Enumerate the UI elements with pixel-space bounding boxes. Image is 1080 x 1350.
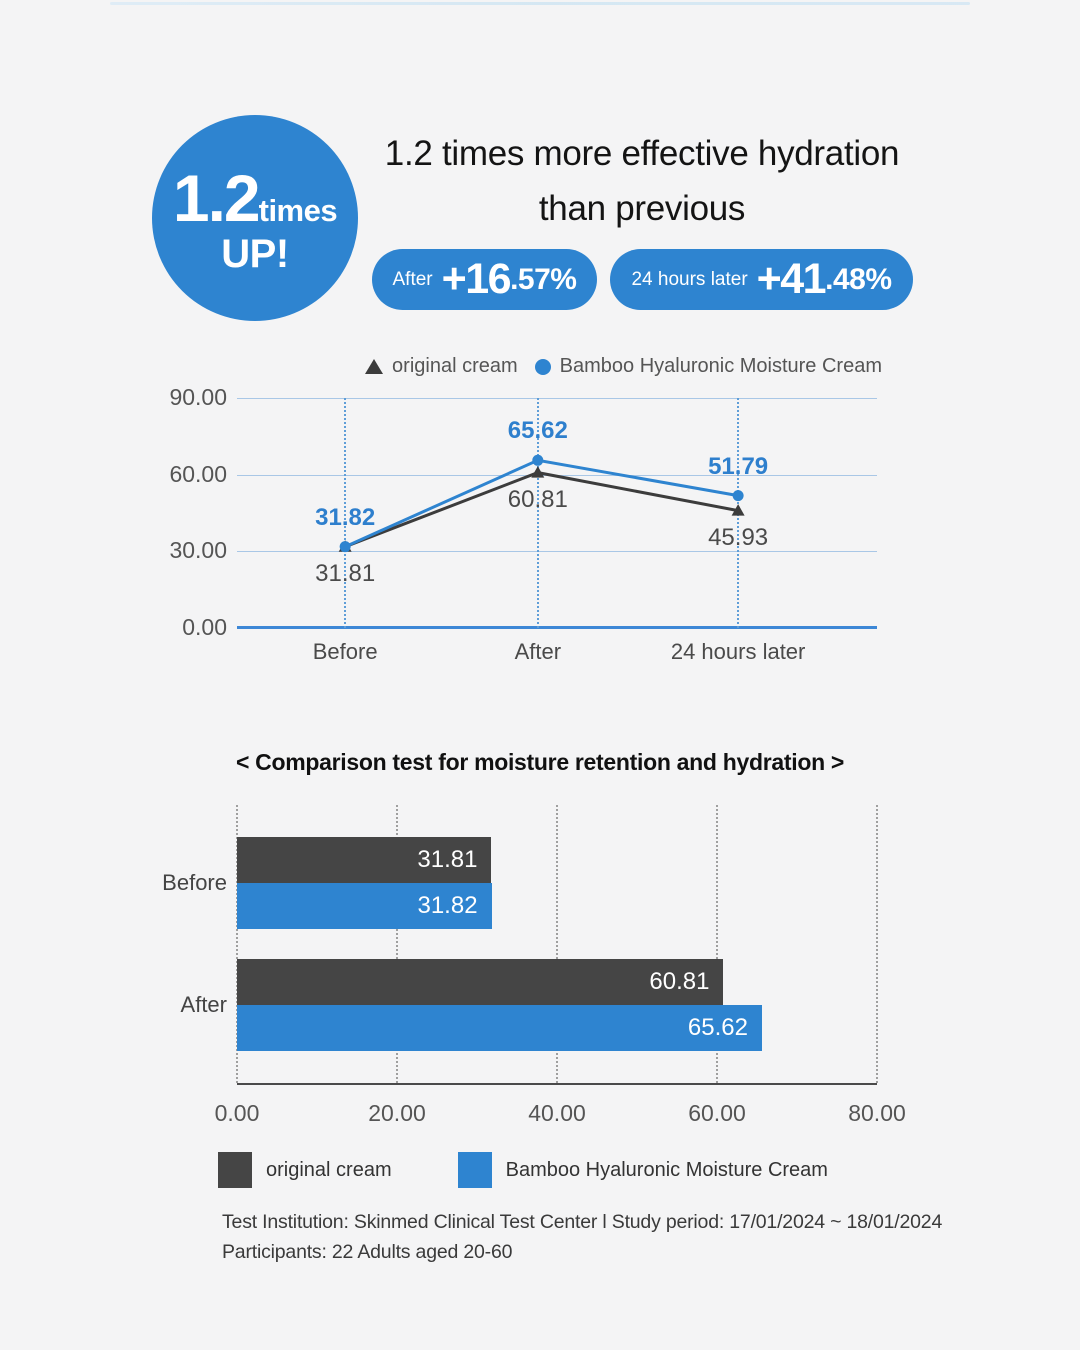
x-axis-line	[237, 626, 877, 629]
badge-suffix: UP!	[221, 231, 289, 276]
circle-marker	[732, 490, 744, 502]
x-tick-label: 80.00	[848, 1100, 906, 1126]
data-point-label: 45.93	[708, 523, 769, 551]
x-category-label: 24 hours later	[670, 639, 806, 664]
legend-swatch	[457, 1152, 492, 1188]
top-edge-strip	[110, 2, 970, 5]
bar-value-label: 65.62	[687, 1014, 748, 1041]
data-point-label: 65.62	[507, 417, 568, 445]
pill-prefix: 24 hours later	[631, 268, 748, 290]
gridline-vertical-dotted	[396, 805, 398, 1083]
bar: 31.81	[237, 837, 492, 883]
header-block: 1.2 times more effective hydration than …	[352, 126, 932, 310]
pill-value-small: .57%	[510, 262, 577, 296]
line-chart: 90.00 60.00 30.00 0.00 Before After 24 hours l…	[169, 384, 877, 664]
gridline-vertical-dotted	[556, 805, 558, 1083]
bar-group-before: Before 31.81 31.82	[162, 837, 877, 929]
line-chart-svg	[338, 454, 745, 553]
x-category-label: After	[514, 639, 562, 664]
bar-value-label: 60.81	[649, 968, 710, 995]
legend-item: Bamboo Hyaluronic Moisture Cream	[534, 355, 882, 378]
times-up-badge: 1.2 times UP!	[152, 115, 358, 321]
gridline-vertical-dotted	[876, 805, 878, 1083]
gridline-vertical-dotted	[236, 805, 238, 1083]
y-tick-label: 30.00	[169, 537, 227, 564]
pill-value-big: +41	[756, 255, 827, 303]
x-tick-label: 20.00	[368, 1100, 426, 1126]
stat-pill-24h: 24 hours later +41 .48%	[610, 249, 913, 310]
bar-group-after: After 60.81 65.62	[181, 959, 877, 1051]
legend-label: original cream	[266, 1158, 392, 1181]
page-title: 1.2 times more effective hydration than …	[352, 126, 932, 236]
test-institution-line: Test Institution: Skinmed Clinical Test …	[222, 1211, 943, 1233]
bar-value-label: 31.81	[417, 846, 478, 873]
gridline-horizontal	[237, 551, 877, 553]
bar-category-label: After	[180, 992, 227, 1017]
badge-value: 1.2	[172, 160, 261, 235]
x-tick-label: 60.00	[688, 1100, 746, 1126]
legend-item: original cream	[218, 1152, 392, 1188]
bar-chart: 0.00 20.00 40.00 60.00 80.00 Before 31.81 31.82…	[162, 805, 906, 1126]
line-chart-legend: original cream Bamboo Hyaluronic Moisture…	[237, 355, 882, 378]
page-title-line2: than previous	[538, 189, 746, 228]
gridline-vertical-dotted	[344, 398, 347, 628]
legend-item: original cream	[365, 355, 518, 378]
badge-unit: times	[258, 192, 338, 228]
pill-value-big: +16	[441, 255, 512, 303]
gridline-vertical-dotted	[536, 398, 539, 628]
badge-main-row: 1.2 times	[172, 160, 338, 236]
gridline-horizontal	[237, 398, 877, 399]
participants-line: Participants: 22 Adults aged 20-60	[222, 1240, 513, 1263]
triangle-marker	[731, 504, 745, 516]
bar-chart-title: < Comparison test for moisture retention…	[235, 749, 845, 775]
x-tick-label: 40.00	[528, 1100, 586, 1126]
triangle-marker	[531, 466, 545, 478]
x-tick-label: 0.00	[214, 1100, 260, 1126]
bar-category-label: Before	[162, 870, 227, 895]
legend-label: original cream	[392, 355, 518, 377]
legend-swatch	[218, 1152, 252, 1188]
y-tick-label: 0.00	[182, 613, 227, 640]
data-point-label: 51.79	[708, 452, 769, 480]
circle-legend-icon	[534, 358, 551, 375]
pill-value-small: .48%	[825, 262, 892, 296]
stat-pills: After +16 .57% 24 hours later +41 .48%	[352, 249, 932, 310]
legend-label: Bamboo Hyaluronic Moisture Cream	[505, 1158, 828, 1181]
x-category-label: Before	[312, 639, 378, 664]
bar: 60.81	[237, 959, 724, 1005]
bar: 31.82	[237, 883, 492, 929]
triangle-legend-icon	[365, 359, 384, 374]
data-point-label: 31.81	[315, 559, 376, 587]
y-tick-label: 60.00	[169, 460, 227, 487]
page-title-line1: 1.2 times more effective hydration	[384, 134, 900, 173]
bar-value-label: 31.82	[417, 892, 478, 919]
data-point-label: 60.81	[507, 485, 568, 513]
pill-prefix: After	[392, 268, 433, 290]
bar: 65.62	[237, 1005, 762, 1051]
stat-pill-after: After +16 .57%	[371, 249, 598, 310]
bar-chart-legend: original cream Bamboo Hyaluronic Moisture…	[218, 1152, 828, 1188]
legend-item: Bamboo Hyaluronic Moisture Cream	[457, 1152, 828, 1188]
circle-marker	[339, 541, 351, 553]
y-tick-label: 90.00	[169, 383, 227, 410]
data-point-label: 31.82	[315, 503, 376, 531]
legend-label: Bamboo Hyaluronic Moisture Cream	[559, 355, 882, 377]
gridline-vertical-dotted	[716, 805, 718, 1083]
test-details: Test Institution: Skinmed Clinical Test …	[222, 1208, 942, 1267]
circle-marker	[532, 454, 544, 466]
